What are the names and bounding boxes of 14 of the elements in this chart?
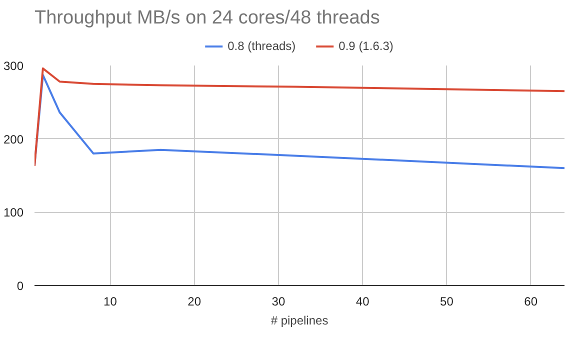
x-tick-label: 20 — [188, 294, 202, 308]
x-tick-label: 50 — [440, 294, 454, 308]
chart-title: Throughput MB/s on 24 cores/48 threads — [34, 8, 380, 28]
y-tick-label: 200 — [3, 132, 24, 146]
legend-label: 0.9 (1.6.3) — [338, 39, 394, 53]
y-tick-label: 100 — [3, 206, 24, 220]
x-tick-label: 30 — [272, 294, 286, 308]
y-tick-label: 0 — [16, 279, 24, 293]
y-tick-label: 300 — [3, 59, 24, 73]
x-tick-label: 40 — [356, 294, 370, 308]
x-axis-title: # pipelines — [270, 314, 328, 328]
x-tick-label: 10 — [104, 294, 118, 308]
legend-label: 0.8 (threads) — [228, 39, 296, 53]
x-tick-label: 60 — [524, 294, 538, 308]
